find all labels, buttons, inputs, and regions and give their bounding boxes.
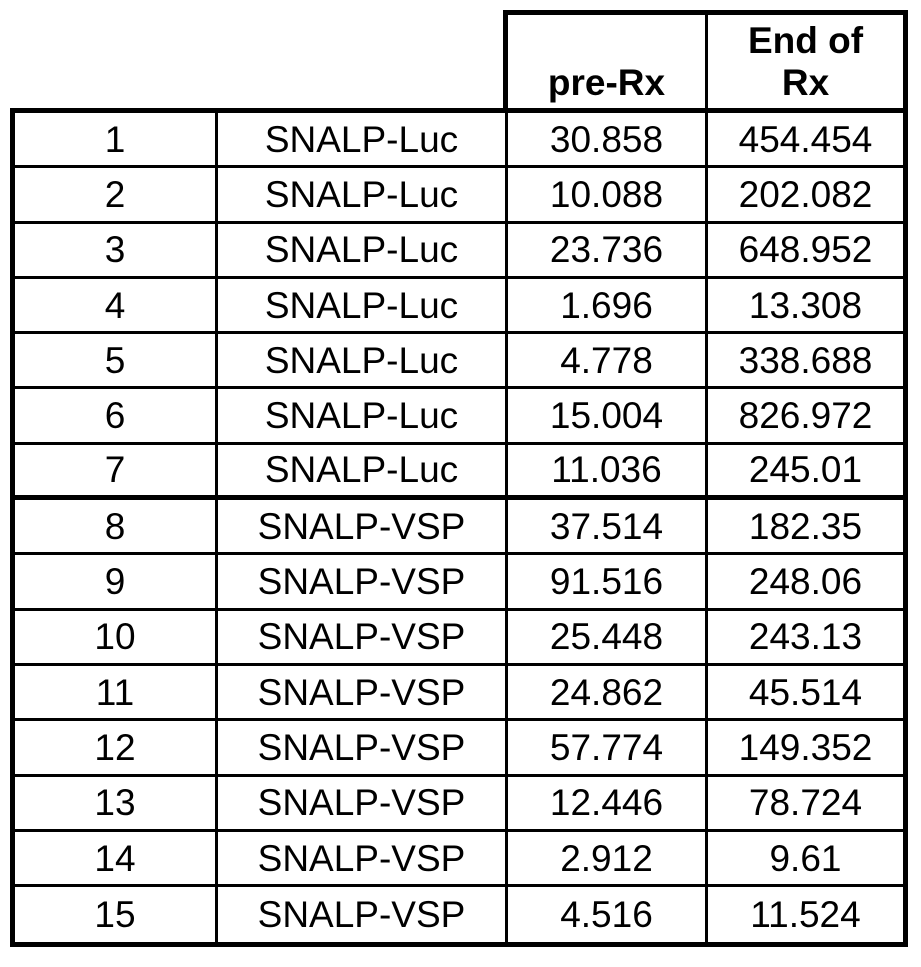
table-row: 2 SNALP-Luc 10.088 202.082 (15, 168, 903, 224)
row-number-cell: 6 (15, 389, 218, 445)
data-table: 1 SNALP-Luc 30.858 454.454 2 SNALP-Luc 1… (10, 108, 908, 948)
end-rx-cell: 11.524 (750, 894, 861, 936)
row-number-cell: 5 (15, 334, 218, 390)
pre-rx-cell: 4.778 (508, 334, 708, 390)
end-rx-cell: 248.06 (708, 555, 903, 611)
pre-rx-cell: 2.912 (508, 831, 708, 888)
pre-rx-cell: 11.036 (508, 444, 708, 501)
end-rx-cell: 149.352 (708, 721, 903, 777)
row-number-cell: 1 (15, 113, 218, 169)
table-row: 8 SNALP-VSP 37.514 182.35 (15, 500, 903, 556)
table-row: 5 SNALP-Luc 4.778 338.688 (15, 334, 903, 390)
end-rx-cell: 648.952 (708, 224, 903, 279)
table-row: 12 SNALP-VSP 57.774 149.352 (15, 721, 903, 777)
end-rx-cell: 454.454 (708, 113, 903, 169)
pre-rx-cell: 12.446 (508, 776, 708, 832)
group-cell: SNALP-VSP (218, 831, 508, 888)
table-row: 13 SNALP-VSP 12.446 78.724 (15, 776, 903, 832)
end-rx-cell: 78.724 (708, 777, 903, 832)
table-row: 6 SNALP-Luc 15.004 826.972 (15, 389, 903, 445)
end-rx-cell: 245.01 (708, 445, 903, 501)
pre-rx-cell: 10.088 (508, 168, 708, 224)
pre-rx-cell: 15.004 (508, 389, 708, 445)
row-number-cell: 11 (15, 665, 218, 722)
pre-rx-cell: 23.736 (508, 223, 708, 279)
row-number-cell: 13 (15, 776, 218, 832)
end-rx-cell: 243.13 (708, 611, 903, 666)
group-cell: SNALP-VSP (218, 776, 508, 832)
end-rx-cell: 182.35 (708, 500, 903, 556)
group-cell: SNALP-VSP (218, 887, 508, 943)
pre-rx-cell: 24.862 (508, 665, 708, 722)
table-row: 10 SNALP-VSP 25.448 243.13 (15, 610, 903, 666)
group-cell: SNALP-Luc (218, 113, 508, 169)
table-row: 4 SNALP-Luc 1.696 13.308 (15, 278, 903, 335)
group-cell: SNALP-VSP (218, 555, 508, 611)
table-row: 7 SNALP-Luc 11.036 245.01 (15, 444, 903, 501)
table-row: 3 SNALP-Luc 23.736 648.952 (15, 223, 903, 279)
pre-rx-cell: 91.516 (508, 555, 708, 611)
group-cell: SNALP-Luc (218, 278, 508, 335)
end-rx-cell: 13.308 (708, 279, 903, 335)
group-cell: SNALP-Luc (218, 223, 508, 279)
table-row: 11 SNALP-VSP 24.862 45.514 (15, 665, 903, 722)
table-header: pre-Rx End of Rx (503, 10, 908, 108)
group-cell: SNALP-VSP (218, 500, 508, 556)
table-row: 14 SNALP-VSP 2.912 9.61 (15, 831, 903, 888)
end-rx-cell: 338.688 (708, 334, 903, 390)
table-row: 1 SNALP-Luc 30.858 454.454 (15, 113, 903, 169)
row-number-cell: 12 (15, 721, 218, 777)
header-cell-pre-rx: pre-Rx (508, 15, 708, 108)
end-rx-cell: 9.61 (708, 832, 903, 888)
row-number-cell: 8 (15, 500, 218, 556)
group-cell: SNALP-Luc (218, 334, 508, 390)
row-number-cell: 9 (15, 555, 218, 611)
end-rx-cell: 826.972 (708, 389, 903, 445)
pre-rx-cell: 25.448 (508, 610, 708, 666)
table-row: 15 SNALP-VSP 4.516 11.524 (15, 887, 903, 943)
row-number-cell: 14 (15, 831, 218, 888)
end-rx-cell: 45.514 (708, 666, 903, 722)
group-cell: SNALP-VSP (218, 610, 508, 666)
row-number-cell: 10 (15, 610, 218, 666)
group-cell: SNALP-Luc (218, 444, 508, 501)
group-cell: SNALP-VSP (218, 665, 508, 722)
pre-rx-cell: 30.858 (508, 113, 708, 169)
pre-rx-cell: 1.696 (508, 278, 708, 335)
group-cell: SNALP-Luc (218, 168, 508, 224)
row-number-cell: 15 (15, 887, 218, 943)
pre-rx-cell: 4.516 (508, 887, 708, 943)
row-number-cell: 3 (15, 223, 218, 279)
pre-rx-cell: 57.774 (508, 721, 708, 777)
row-number-cell: 2 (15, 168, 218, 224)
pre-rx-cell: 37.514 (508, 500, 708, 556)
end-rx-cell: 202.082 (708, 168, 903, 224)
row-number-cell: 7 (15, 444, 218, 501)
group-cell: SNALP-Luc (218, 389, 508, 445)
row-number-cell: 4 (15, 278, 218, 335)
header-cell-end-of-rx: End of Rx (747, 20, 864, 103)
table-row: 9 SNALP-VSP 91.516 248.06 (15, 555, 903, 611)
group-cell: SNALP-VSP (218, 721, 508, 777)
